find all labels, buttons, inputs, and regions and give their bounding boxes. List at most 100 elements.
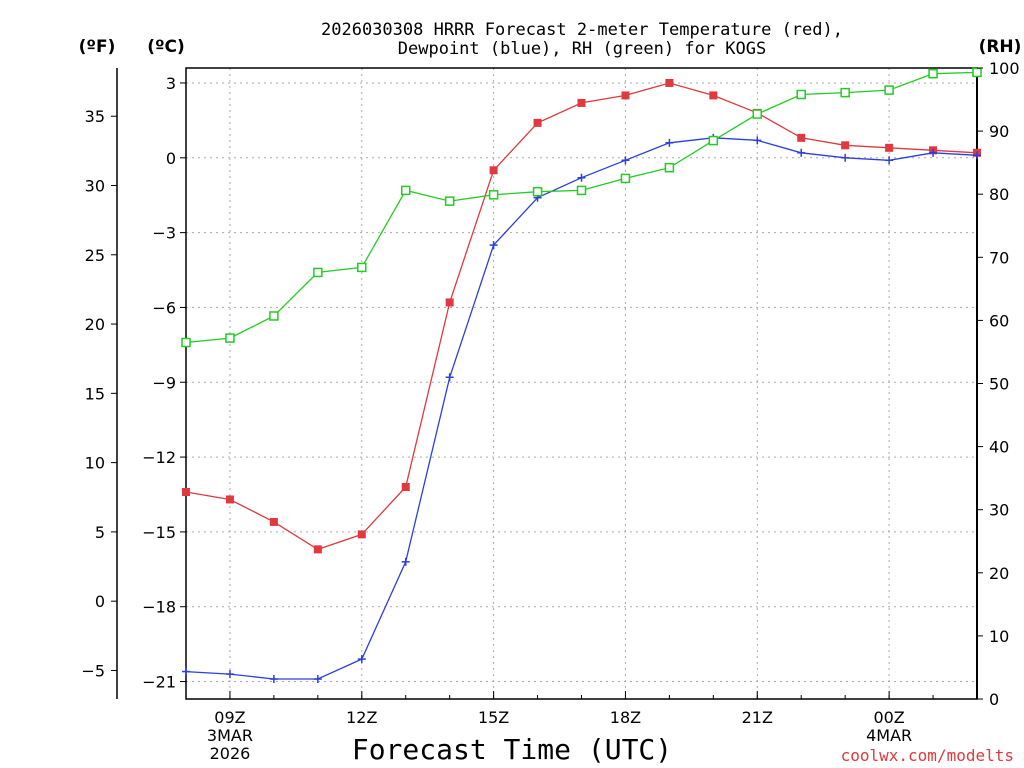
temperature-point — [269, 517, 278, 526]
x-tick-label: 12Z — [346, 708, 377, 727]
celsius-tick-label: −15 — [142, 523, 176, 542]
dewpoint-point — [577, 173, 586, 182]
x-tick-label: 15Z — [478, 708, 509, 727]
dewpoint-point — [269, 675, 278, 684]
x-tick-label: 00Z — [873, 708, 904, 727]
plot-frame — [185, 67, 978, 700]
dewpoint-point — [401, 557, 410, 566]
temperature-point — [445, 298, 454, 307]
temperature-point — [489, 166, 498, 175]
rh-point — [708, 135, 719, 146]
temperature-point — [797, 133, 806, 142]
rh-point — [884, 85, 894, 95]
fahrenheit-tick-label: 25 — [85, 246, 105, 265]
dewpoint-line — [185, 137, 978, 680]
temperature-point — [533, 118, 542, 127]
data-series — [181, 67, 982, 684]
grid-lines — [186, 68, 977, 699]
rh-tick-label: 80 — [989, 185, 1009, 204]
fahrenheit-tick-label: −5 — [81, 661, 105, 680]
rh-point — [357, 262, 367, 273]
temperature-point — [885, 143, 894, 152]
temperature-point — [401, 483, 410, 492]
rh-tick-label: 40 — [989, 438, 1009, 457]
dewpoint-point — [313, 675, 322, 684]
rh-point — [400, 185, 411, 196]
x-tick-label: 09Z — [214, 708, 245, 727]
rh-line — [185, 71, 978, 344]
dewpoint-point — [753, 136, 762, 145]
dewpoint-point — [797, 148, 806, 157]
rh-point — [313, 267, 323, 278]
temperature-point — [709, 91, 718, 100]
fahrenheit-tick-label: 20 — [85, 315, 105, 334]
dewpoint-point — [182, 667, 190, 676]
rh-point — [840, 87, 850, 98]
fahrenheit-tick-label: 10 — [85, 454, 105, 473]
dewpoint-point — [973, 151, 981, 160]
x-axis-label: Forecast Time (UTC) — [352, 733, 672, 766]
temperature-point — [577, 98, 586, 107]
rh-tick-label: 60 — [989, 311, 1009, 330]
rh-tick-label: 30 — [989, 501, 1009, 520]
rh-point — [269, 311, 279, 321]
rh-point — [620, 173, 631, 184]
dewpoint-point — [489, 241, 498, 250]
rh-tick-label: 0 — [989, 690, 999, 709]
rh-point — [225, 333, 235, 343]
temperature-point — [313, 545, 322, 554]
rh-point — [972, 67, 982, 78]
x-tick-date-label: 3MAR — [207, 726, 253, 745]
rh-point — [444, 196, 455, 206]
credit-text: coolwx.com/modelts — [841, 746, 1014, 765]
celsius-tick-label: 3 — [166, 74, 176, 93]
celsius-unit-label: (ºC) — [147, 37, 185, 57]
temperature-point — [225, 495, 234, 504]
fahrenheit-tick-label: 35 — [85, 107, 105, 126]
dewpoint-point — [225, 670, 234, 679]
temperature-point — [357, 530, 366, 539]
dewpoint-point — [929, 148, 938, 157]
temperature-point — [665, 78, 674, 87]
temperature-line — [185, 82, 978, 551]
rh-tick-label: 90 — [989, 122, 1009, 141]
rh-point — [928, 68, 938, 79]
chart-title-line-2: Dewpoint (blue), RH (green) for KOGS — [398, 39, 766, 59]
dewpoint-point — [357, 655, 366, 664]
rh-point — [181, 337, 191, 348]
fahrenheit-tick-label: 5 — [95, 523, 105, 542]
rh-tick-label: 10 — [989, 627, 1009, 646]
fahrenheit-tick-label: 30 — [85, 176, 105, 195]
rh-point — [752, 109, 763, 119]
dewpoint-point — [621, 156, 630, 165]
rh-point — [532, 186, 543, 197]
dewpoint-point — [665, 138, 674, 147]
dewpoint-point — [445, 373, 454, 382]
x-tick-label: 21Z — [742, 708, 773, 727]
fahrenheit-tick-label: 15 — [85, 384, 105, 403]
x-tick-date-label: 4MAR — [866, 726, 912, 745]
rh-point — [576, 185, 587, 196]
rh-point — [488, 190, 499, 200]
rh-tick-label: 20 — [989, 564, 1009, 583]
tick-labels: 30−3−6−9−12−15−18−2135302520151050−50102… — [81, 59, 1019, 763]
celsius-tick-label: −12 — [142, 448, 176, 467]
rh-tick-label: 70 — [989, 248, 1009, 267]
celsius-tick-label: −3 — [152, 224, 176, 243]
dewpoint-point — [841, 153, 850, 162]
axes — [116, 67, 978, 700]
rh-tick-label: 100 — [989, 59, 1020, 78]
temperature-point — [182, 487, 190, 496]
x-tick-year-label: 2026 — [210, 744, 251, 763]
dewpoint-point — [885, 156, 894, 165]
celsius-tick-label: −9 — [152, 373, 176, 392]
rh-point — [796, 89, 806, 100]
chart-title-line-1: 2026030308 HRRR Forecast 2-meter Tempera… — [321, 20, 843, 40]
rh-tick-label: 50 — [989, 375, 1009, 394]
celsius-tick-label: 0 — [166, 149, 176, 168]
celsius-tick-label: −6 — [152, 298, 176, 317]
temperature-point — [621, 91, 630, 100]
x-tick-label: 18Z — [610, 708, 641, 727]
celsius-tick-label: −21 — [142, 673, 176, 692]
